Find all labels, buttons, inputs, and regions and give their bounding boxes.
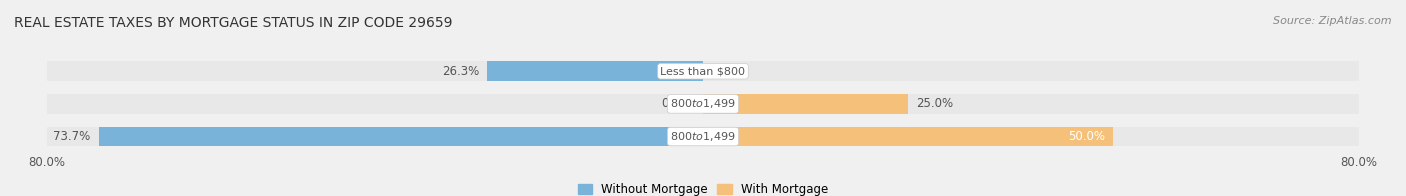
- Bar: [488, 61, 703, 81]
- Text: 50.0%: 50.0%: [1069, 130, 1105, 143]
- Bar: [703, 127, 1114, 146]
- Text: $800 to $1,499: $800 to $1,499: [671, 97, 735, 110]
- Text: 26.3%: 26.3%: [441, 65, 479, 78]
- Bar: [703, 94, 908, 114]
- Bar: [46, 61, 1360, 81]
- Text: 0.0%: 0.0%: [720, 65, 749, 78]
- Text: REAL ESTATE TAXES BY MORTGAGE STATUS IN ZIP CODE 29659: REAL ESTATE TAXES BY MORTGAGE STATUS IN …: [14, 16, 453, 30]
- Text: $800 to $1,499: $800 to $1,499: [671, 130, 735, 143]
- Text: 25.0%: 25.0%: [917, 97, 953, 110]
- Bar: [98, 127, 703, 146]
- Bar: [46, 94, 1360, 114]
- Text: 0.0%: 0.0%: [661, 97, 690, 110]
- Text: Source: ZipAtlas.com: Source: ZipAtlas.com: [1274, 16, 1392, 26]
- Bar: [46, 127, 1360, 146]
- Legend: Without Mortgage, With Mortgage: Without Mortgage, With Mortgage: [574, 178, 832, 196]
- Text: 73.7%: 73.7%: [53, 130, 90, 143]
- Text: Less than $800: Less than $800: [661, 66, 745, 76]
